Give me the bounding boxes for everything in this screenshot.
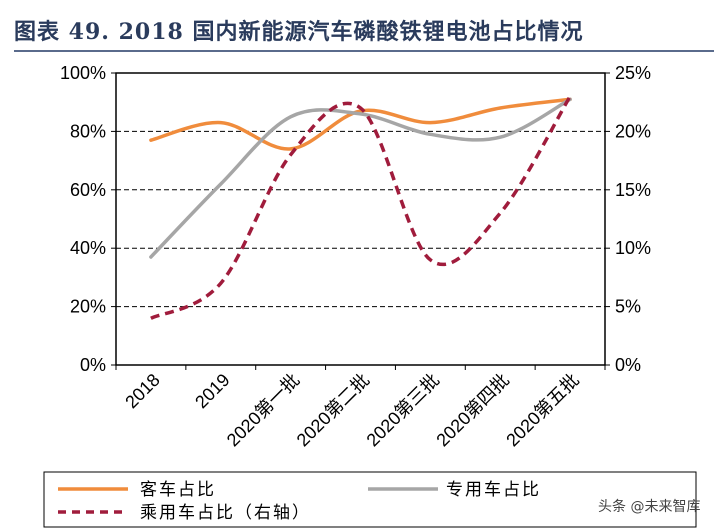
- series-line: [150, 95, 572, 320]
- x-tick-label: 2020第二批: [293, 370, 374, 451]
- watermark: 头条 @未来智库: [598, 498, 700, 515]
- left-tick-label: 60%: [70, 180, 106, 200]
- right-tick-label: 0%: [615, 355, 641, 375]
- right-tick-label: 15%: [615, 180, 651, 200]
- legend-label: 客车占比: [140, 480, 216, 500]
- left-tick-label: 40%: [70, 238, 106, 258]
- x-axis-ticks: 2018 20192020第一批2020第二批2020第三批2020第四批2020…: [121, 370, 583, 451]
- x-tick-label: 2020第三批: [363, 370, 444, 451]
- grid-layer: [111, 72, 610, 370]
- right-tick-label: 10%: [615, 238, 651, 258]
- chart-title: 图表 49. 2018 国内新能源汽车磷酸铁锂电池占比情况: [14, 19, 584, 45]
- legend-label: 乘用车占比（右轴）: [140, 503, 311, 523]
- left-axis-ticks: 0% 20% 40% 60% 80% 100%: [60, 63, 106, 375]
- left-tick-label: 80%: [70, 121, 106, 141]
- x-tick-label: 2020第四批: [432, 370, 513, 451]
- left-tick-label: 20%: [70, 297, 106, 317]
- series-line: [149, 97, 572, 151]
- series-layer: [149, 95, 572, 320]
- x-tick-label: 2018: [121, 370, 163, 412]
- title-divider: [14, 50, 714, 52]
- legend-box: [43, 471, 697, 528]
- right-tick-label: 20%: [615, 121, 651, 141]
- left-tick-label: 0%: [80, 355, 106, 375]
- series-line: [149, 97, 572, 259]
- x-tick-label: 2020第五批: [502, 370, 583, 451]
- right-tick-label: 5%: [615, 297, 641, 317]
- x-tick-label: 2020第一批: [223, 370, 304, 451]
- plot-frame: [115, 72, 606, 366]
- right-axis-ticks: 0% 5% 10% 15% 20% 25%: [615, 63, 651, 375]
- right-tick-label: 25%: [615, 63, 651, 83]
- x-tick-label: 2019: [191, 370, 233, 412]
- legend-label: 专用车占比: [446, 480, 541, 500]
- left-tick-label: 100%: [60, 63, 106, 83]
